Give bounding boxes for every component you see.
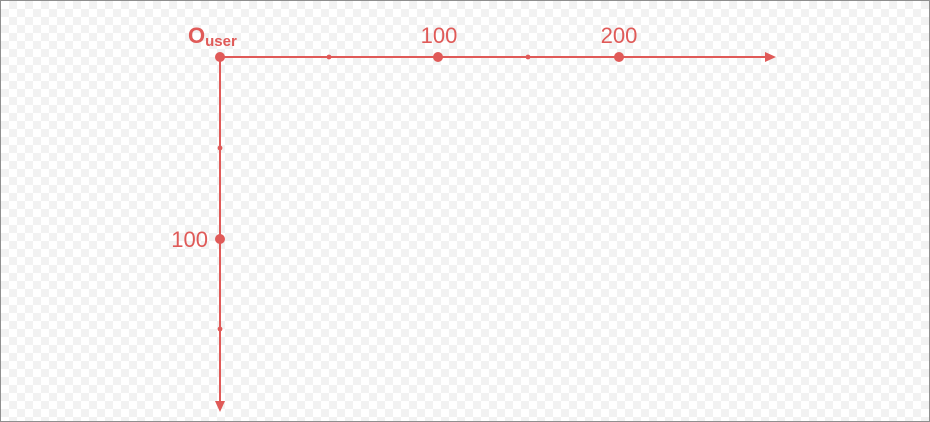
y-minor-tick-50: [217, 145, 223, 151]
y-tick-label-100: 100: [171, 227, 208, 252]
y-minor-tick-150: [217, 326, 223, 332]
origin-label: Ouser: [188, 23, 237, 50]
x-major-tick-100: [433, 52, 443, 62]
x-axis-arrowhead: [765, 52, 776, 62]
y-major-tick-100: [215, 234, 225, 244]
x-minor-tick-150: [525, 54, 531, 60]
origin-letter: O: [188, 23, 205, 48]
y-axis-arrowhead: [215, 401, 225, 412]
x-tick-label-100: 100: [421, 23, 458, 48]
x-major-tick-200: [614, 52, 624, 62]
x-tick-label-200: 200: [601, 23, 638, 48]
origin-point: [215, 52, 225, 62]
x-minor-tick-50: [326, 54, 332, 60]
origin-subscript: user: [205, 33, 237, 50]
